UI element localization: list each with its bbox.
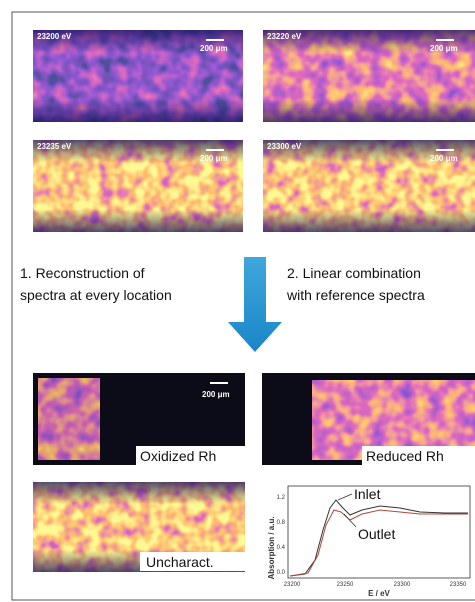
annotation: Outlet [358, 526, 395, 542]
energy-label: 23300 eV [267, 142, 302, 151]
arrow [228, 257, 282, 352]
energy-label: 23200 eV [37, 32, 72, 41]
scale-label: 200 μm [430, 154, 458, 163]
step-text: spectra at every location [20, 287, 172, 303]
energy-label: 23235 eV [37, 142, 72, 151]
x-tick-label: 23350 [450, 582, 467, 588]
step-text: with reference spectra [286, 287, 425, 303]
y-tick-label: 1.2 [277, 495, 286, 501]
x-label: E / eV [368, 589, 390, 598]
energy-label: 23220 eV [267, 32, 302, 41]
y-tick-label: 0.4 [277, 545, 286, 551]
map: Uncharact. [33, 482, 245, 572]
panel: 23200 eV 200 μm [33, 30, 243, 122]
pointer [338, 494, 352, 500]
y-tick-label: 0.8 [277, 520, 286, 526]
step-text: 2. Linear combination [287, 265, 421, 281]
scale-label: 200 μm [200, 44, 228, 53]
map-label: Uncharact. [146, 554, 214, 570]
y-label: Absorption / a.u. [267, 516, 276, 579]
map-label: Oxidized Rh [140, 448, 216, 464]
map: Reduced Rh [262, 373, 475, 465]
scale-label: 200 μm [200, 154, 228, 163]
x-tick-label: 23200 [284, 582, 301, 588]
x-tick-label: 23300 [394, 582, 411, 588]
annotation: Inlet [354, 486, 381, 502]
panel: 23235 eV 200 μm [33, 140, 243, 232]
panel: 23300 eV 200 μm [263, 140, 475, 232]
heatmap [38, 378, 100, 460]
scale-label: 200 μm [430, 44, 458, 53]
x-tick-label: 23250 [337, 582, 354, 588]
map-label: Reduced Rh [366, 448, 444, 464]
spectra-plot: Absorption / a.u. E / eV 1.2 0.8 0.4 0.0… [267, 486, 470, 598]
y-tick-label: 0.0 [277, 570, 286, 576]
panel: 23220 eV 200 μm [263, 30, 475, 122]
step-text: 1. Reconstruction of [20, 265, 145, 281]
map: 200 μm Oxidized Rh [33, 373, 245, 465]
outlet-curve [290, 510, 468, 576]
pointer [344, 514, 356, 527]
scale-label: 200 μm [202, 390, 230, 399]
figure: 23200 eV 200 μm 23220 eV 200 μm 23235 eV… [0, 0, 475, 602]
